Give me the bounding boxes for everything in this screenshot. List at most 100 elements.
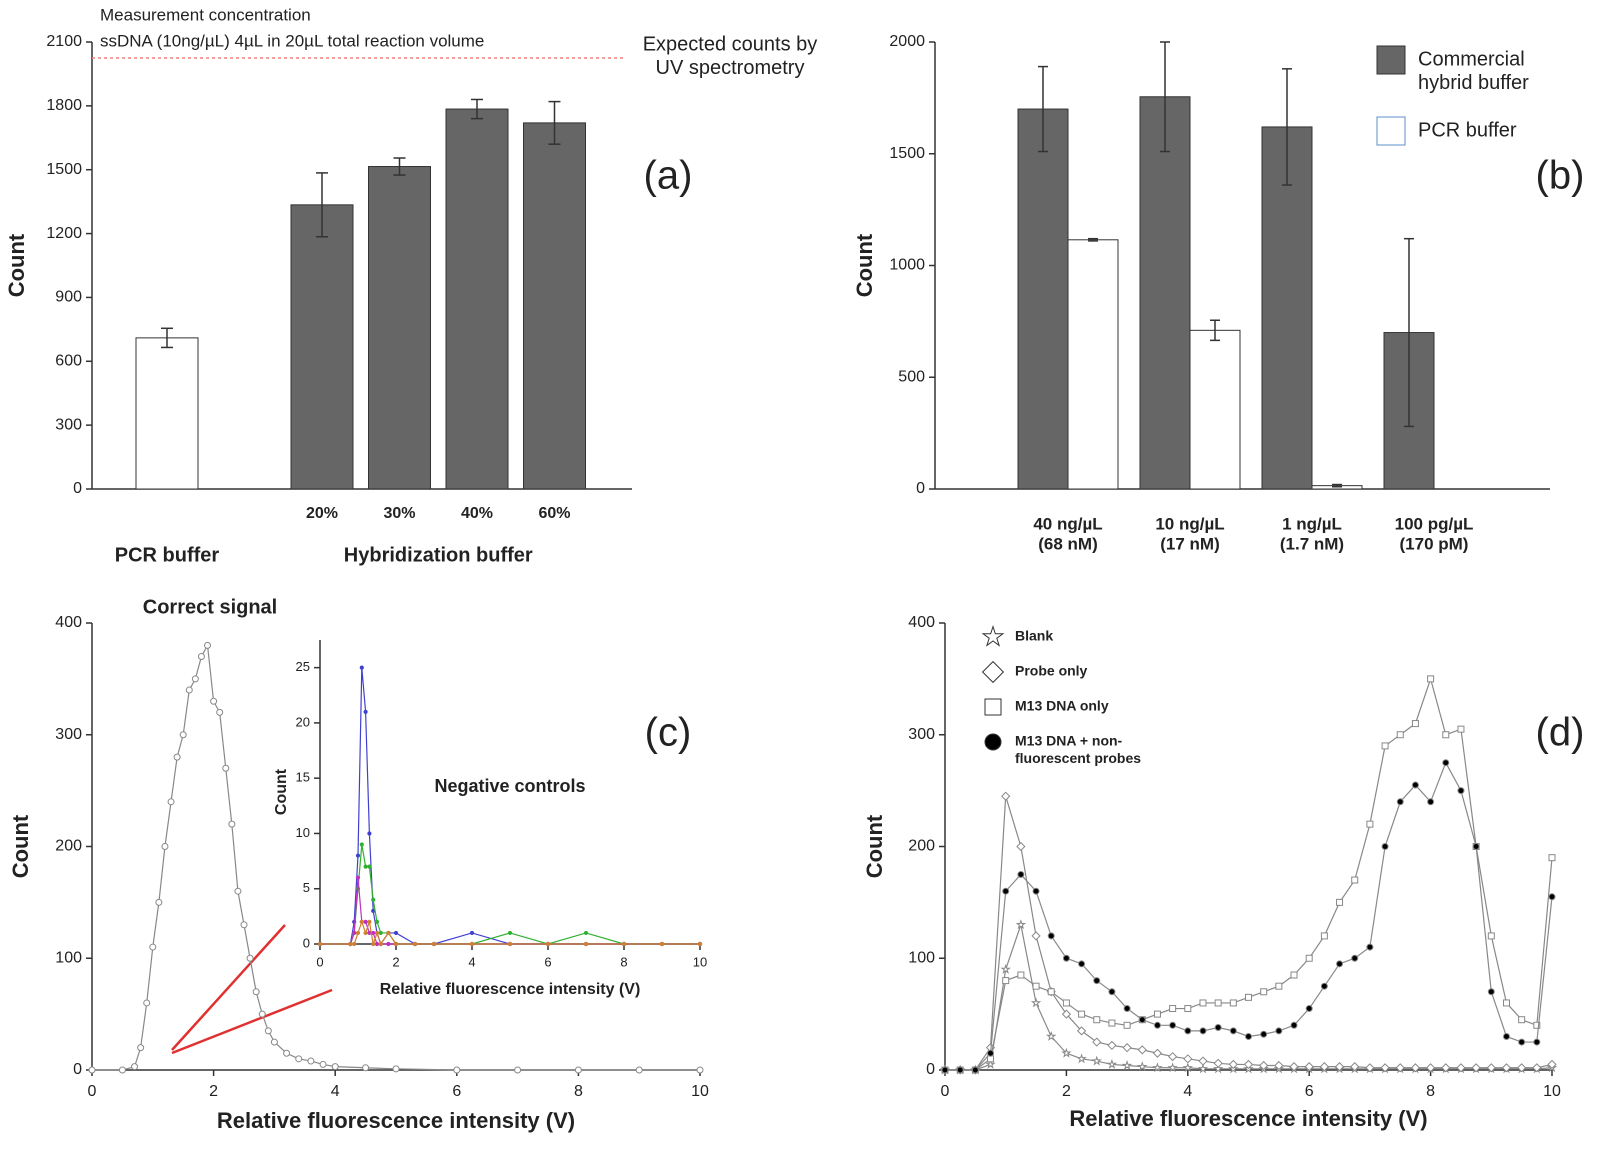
marker	[363, 709, 368, 714]
marker	[1305, 954, 1313, 962]
marker	[697, 941, 703, 947]
marker	[1336, 898, 1344, 906]
y-tick-label: 1500	[46, 161, 82, 178]
marker	[1153, 1010, 1161, 1018]
x-tick-label: 30%	[383, 505, 415, 522]
y-tick-label: 15	[296, 770, 310, 785]
marker	[941, 1066, 949, 1074]
marker	[1137, 1061, 1148, 1072]
marker	[1000, 963, 1011, 974]
y-axis-label: Count	[862, 814, 887, 878]
marker	[1123, 1005, 1131, 1013]
marker	[155, 898, 163, 906]
marker	[971, 1066, 979, 1074]
reference-label: Expected counts by UV spectrometry	[643, 33, 818, 79]
marker	[984, 733, 1002, 751]
x-tick-label: 2	[392, 954, 399, 969]
marker	[1017, 971, 1025, 979]
marker	[1047, 932, 1055, 940]
x-tick-label: 40 ng/µL (68 nM)	[1033, 514, 1102, 553]
marker	[1275, 1027, 1283, 1035]
y-tick-label: 600	[55, 353, 82, 370]
marker	[307, 1057, 315, 1065]
legend-label: Probe only	[1015, 663, 1088, 679]
marker	[1274, 1060, 1284, 1071]
legend-label: M13 DNA + non-fluorescent probes	[1015, 733, 1141, 766]
y-tick-label: 25	[296, 659, 310, 674]
marker	[984, 698, 1002, 716]
marker	[359, 842, 364, 847]
marker	[1320, 932, 1328, 940]
marker	[981, 624, 1005, 647]
marker	[1032, 887, 1040, 895]
y-tick-label: 300	[55, 726, 82, 743]
marker	[1396, 798, 1404, 806]
x-tick-label: 0	[941, 1083, 950, 1100]
bar	[1189, 329, 1241, 490]
x-tick-label: 10	[693, 954, 707, 969]
y-tick-label: 0	[926, 1061, 935, 1078]
marker	[1093, 977, 1101, 985]
zoom-connector	[171, 924, 286, 1051]
marker	[1228, 1059, 1238, 1070]
group-label: Hybridization buffer	[344, 544, 533, 566]
marker	[149, 943, 157, 951]
marker	[317, 941, 323, 947]
marker	[1290, 971, 1298, 979]
marker	[1078, 960, 1086, 968]
y-tick-label: 0	[73, 1061, 82, 1078]
x-tick-label: 1 ng/µL (1.7 nM)	[1280, 514, 1344, 553]
marker	[1532, 1063, 1542, 1073]
marker	[88, 1066, 96, 1074]
y-tick-label: 500	[898, 368, 925, 385]
marker	[210, 697, 218, 705]
marker	[1380, 1063, 1390, 1073]
y-axis-label: Count	[8, 814, 33, 878]
y-tick-label: 0	[303, 935, 310, 950]
marker	[1487, 988, 1495, 996]
marker	[1047, 988, 1055, 996]
x-tick-label: 0	[88, 1083, 97, 1100]
x-tick-label: 2	[209, 1083, 218, 1100]
x-tick-label: 6	[452, 1083, 461, 1100]
marker	[1243, 1059, 1254, 1070]
marker	[392, 1065, 400, 1073]
marker	[1441, 1063, 1451, 1073]
legend-label: PCR buffer	[1418, 119, 1517, 141]
y-tick-label: 10	[296, 825, 310, 840]
marker	[1275, 982, 1283, 990]
x-tick-label: 60%	[538, 505, 570, 522]
marker	[295, 1055, 303, 1063]
marker	[367, 831, 372, 836]
marker	[1381, 742, 1389, 750]
marker	[1229, 999, 1237, 1007]
y-tick-label: 1800	[46, 97, 82, 114]
marker	[393, 930, 399, 936]
y-tick-label: 100	[908, 949, 935, 966]
marker	[1032, 982, 1040, 990]
y-axis-label: Count	[4, 233, 29, 297]
marker	[363, 864, 368, 869]
marker	[635, 1066, 643, 1074]
marker	[1290, 1021, 1298, 1029]
marker	[1457, 725, 1465, 733]
marker	[1001, 791, 1011, 801]
marker	[331, 1063, 339, 1071]
marker	[258, 1010, 266, 1018]
marker	[1092, 1037, 1102, 1047]
legend-label: Commercial hybrid buffer	[1418, 48, 1529, 94]
marker	[185, 686, 193, 694]
marker	[359, 665, 364, 670]
bar	[1017, 108, 1069, 490]
marker	[1411, 720, 1419, 728]
marker	[1319, 1062, 1329, 1072]
marker	[1076, 1026, 1087, 1036]
legend-swatch	[1376, 45, 1406, 75]
panel-label: (b)	[1536, 154, 1585, 198]
x-tick-label: 2	[1062, 1083, 1071, 1100]
marker	[1336, 960, 1344, 968]
marker	[1107, 1040, 1117, 1051]
marker	[179, 731, 187, 739]
legend-label: M13 DNA only	[1015, 698, 1109, 714]
x-tick-label: 8	[620, 954, 627, 969]
